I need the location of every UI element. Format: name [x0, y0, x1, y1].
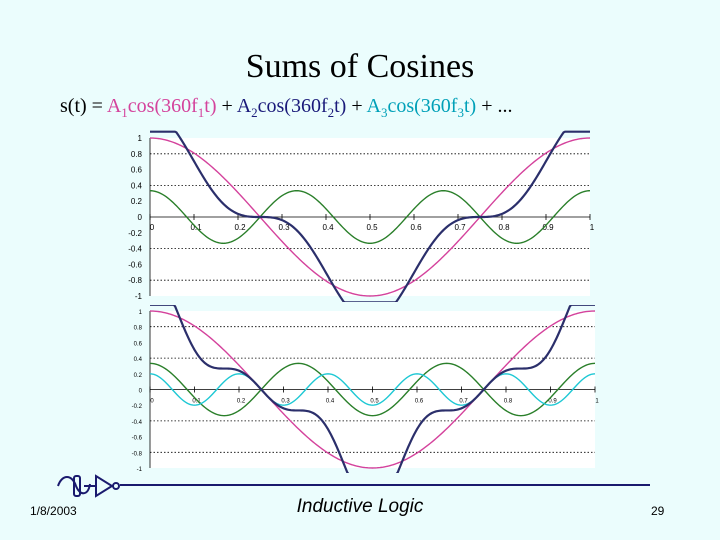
- y-tick-label: 1: [138, 134, 143, 143]
- y-tick-label: -0.2: [128, 229, 142, 238]
- y-tick-label: 0.8: [131, 150, 143, 159]
- x-tick-label: 0.6: [415, 399, 424, 405]
- y-tick-label: -0.4: [128, 245, 142, 254]
- y-tick-label: -0.8: [132, 451, 143, 457]
- x-tick-label: 0.3: [281, 399, 290, 405]
- x-tick-label: 0: [150, 399, 154, 405]
- series-line-f3: [149, 189, 591, 245]
- x-tick-label: 0.2: [234, 223, 246, 232]
- formula-term-1: A1cos(360f1t): [106, 95, 217, 120]
- y-tick-label: 0.4: [131, 181, 143, 190]
- y-tick-label: -0.4: [132, 420, 143, 426]
- series-line-sum: [150, 305, 595, 473]
- x-tick-label: 0.7: [454, 223, 466, 232]
- slide-title: Sums of Cosines: [245, 48, 475, 85]
- series-line-f3: [149, 362, 596, 417]
- inductive-logic-logo-icon: [57, 474, 120, 498]
- x-tick-label: 0.2: [237, 399, 246, 405]
- chart-top: 10.80.60.40.20-0.2-0.4-0.6-0.8-10 0.1 0.2 0…: [128, 130, 595, 302]
- formula-term-2: A2cos(360f2t): [236, 95, 347, 120]
- x-tick-label: 0: [150, 223, 155, 232]
- y-tick-label: 0.4: [134, 357, 143, 363]
- series-line-f1: [149, 310, 596, 469]
- x-tick-label: 1: [595, 399, 599, 405]
- x-tick-label: 0.9: [548, 399, 557, 405]
- x-tick-label: 0.6: [410, 223, 422, 232]
- series-line-f5: [149, 373, 596, 406]
- series-line-sum: [150, 130, 590, 302]
- x-tick-label: 0.8: [498, 223, 510, 232]
- y-tick-label: 0.2: [134, 373, 143, 379]
- x-tick-label: 0.4: [322, 223, 334, 232]
- y-tick-label: 0.2: [131, 197, 143, 206]
- formula: s(t) = A1cos(360f1t) + A2cos(360f2t) + A…: [60, 95, 512, 121]
- x-tick-label: 0.5: [370, 399, 379, 405]
- y-tick-label: 0: [138, 213, 143, 222]
- formula-plus-1: +: [216, 95, 237, 117]
- y-tick-label: 0: [139, 389, 143, 395]
- x-tick-label: 0.7: [459, 399, 468, 405]
- footer-rule: [120, 484, 650, 486]
- y-tick-label: -1: [137, 467, 143, 473]
- x-tick-label: 0.1: [192, 399, 201, 405]
- footer-date: 1/8/2003: [30, 504, 77, 518]
- y-tick-label: 1: [139, 310, 143, 316]
- x-tick-label: 0.3: [278, 223, 290, 232]
- formula-plus-2: +: [346, 95, 367, 117]
- formula-lhs: s(t) =: [60, 95, 107, 117]
- y-tick-label: -1: [135, 292, 143, 301]
- x-tick-label: 0.8: [504, 399, 513, 405]
- footer-title: Inductive Logic: [296, 496, 424, 517]
- x-tick-label: 0.9: [542, 223, 554, 232]
- y-tick-label: -0.6: [132, 436, 143, 442]
- series-line-f1: [149, 137, 591, 297]
- y-tick-label: -0.6: [128, 260, 142, 269]
- x-tick-label: 0.4: [326, 399, 335, 405]
- page-number: 29: [651, 504, 665, 518]
- y-tick-label: 0.8: [134, 326, 143, 332]
- y-tick-label: -0.2: [132, 404, 143, 410]
- y-tick-label: 0.6: [134, 341, 143, 347]
- y-tick-label: 0.6: [131, 166, 143, 175]
- y-tick-label: -0.8: [128, 276, 142, 285]
- x-tick-label: 1: [590, 223, 595, 232]
- chart-bottom: 1 0.8 0.6 0.4 0.2 0 -0.2 -0.4 -0.6 -0.8 -1 0 0.1 0.2 0…: [132, 305, 599, 473]
- formula-tail: + ...: [476, 95, 513, 117]
- formula-term-3: A3cos(360f3t): [366, 95, 477, 120]
- x-tick-label: 0.5: [366, 223, 378, 232]
